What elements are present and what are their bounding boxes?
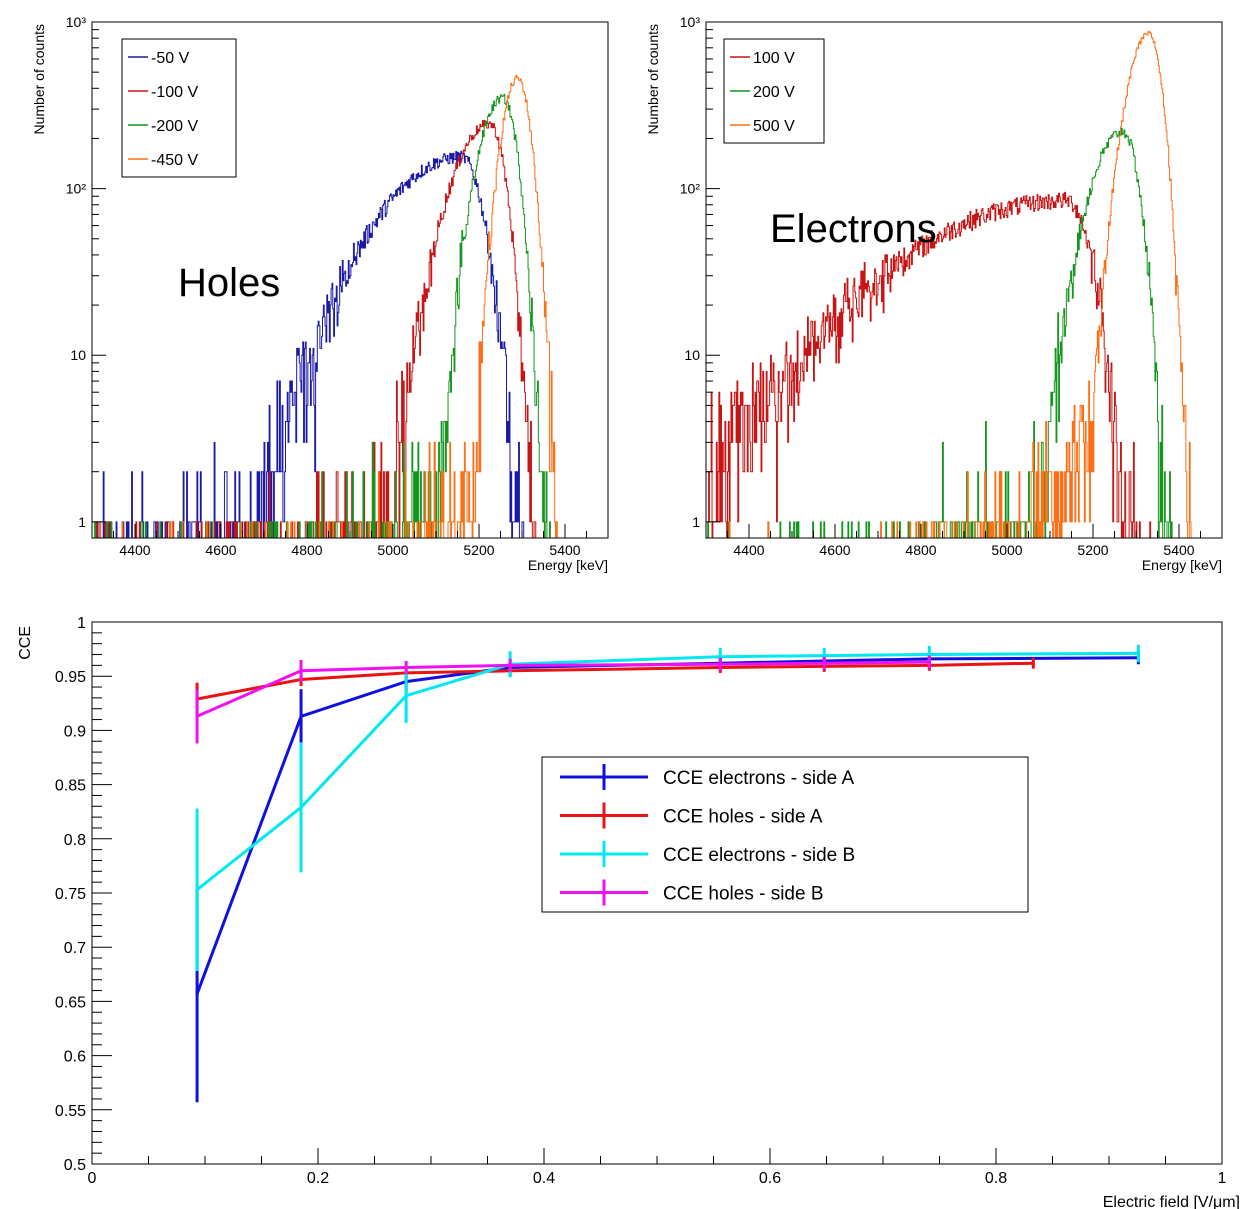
x-axis-label: Electric field [V/μm] xyxy=(1103,1194,1240,1209)
x-tick-label: 0.4 xyxy=(533,1170,555,1187)
legend-label: CCE holes - side A xyxy=(663,807,823,828)
data-point xyxy=(404,666,408,670)
legend-box xyxy=(541,756,1029,913)
x-tick-label: 4400 xyxy=(119,542,150,558)
y-axis-label: CCE xyxy=(17,626,34,660)
y-tick-label: 0.85 xyxy=(55,778,86,795)
histogram-panel-top-right: 4400 4600 4800 5000 5200 5400 1 10 10² 10³ Energy … xyxy=(645,14,1223,573)
histogram-panel-top-left: 4400 4600 4800 5000 5200 5400 1 10 10² 10³ Energy … xyxy=(31,14,609,573)
legend-label: 100 V xyxy=(753,50,795,67)
x-tick-label: 4800 xyxy=(291,542,322,558)
data-point xyxy=(718,662,722,666)
x-tick-label: 5400 xyxy=(549,542,580,558)
x-tick-label: 0 xyxy=(88,1170,97,1187)
x-tick-label: 0.2 xyxy=(307,1170,329,1187)
legend-label: -200 V xyxy=(151,118,198,135)
series-2 xyxy=(195,644,1140,972)
y-tick-label: 0.55 xyxy=(55,1103,86,1120)
legend-label: -450 V xyxy=(151,152,198,169)
y-tick-label: 10² xyxy=(680,181,701,197)
legend-label: 200 V xyxy=(753,84,795,101)
x-axis-label: Energy [keV] xyxy=(1142,557,1222,573)
x-tick-label: 4600 xyxy=(819,542,850,558)
data-point xyxy=(404,694,408,698)
histogram-series-group xyxy=(706,31,1192,538)
x-tick-label: 5000 xyxy=(991,542,1022,558)
y-tick-label: 0.65 xyxy=(55,994,86,1011)
x-tick-label: 5200 xyxy=(463,542,494,558)
y-tick-label: 10 xyxy=(70,347,86,363)
x-tick-label: 5400 xyxy=(1163,542,1194,558)
legend: 100 V 200 V 500 V xyxy=(723,38,825,144)
x-tick-label: 4800 xyxy=(905,542,936,558)
legend-box xyxy=(121,38,237,178)
x-tick-label: 0.6 xyxy=(759,1170,781,1187)
data-point xyxy=(927,653,931,657)
y-tick-label: 10³ xyxy=(66,14,87,30)
data-point xyxy=(195,888,199,892)
legend-label: -50 V xyxy=(151,50,190,67)
x-tick-label: 4600 xyxy=(205,542,236,558)
data-point xyxy=(1136,651,1140,655)
x-tick-label: 1 xyxy=(1218,1170,1227,1187)
data-point xyxy=(822,654,826,658)
data-point xyxy=(299,669,303,673)
panel-annotation: Electrons xyxy=(770,207,937,251)
histogram-line-500v xyxy=(728,31,1192,538)
histogram-line-100v xyxy=(706,191,1152,538)
y-tick-label: 0.9 xyxy=(64,723,86,740)
y-tick-label: 0.8 xyxy=(64,832,86,849)
y-tick-label: 10² xyxy=(66,181,87,197)
y-tick-label: 1 xyxy=(78,514,86,530)
data-point xyxy=(195,992,199,996)
series-3 xyxy=(195,655,931,744)
series-line xyxy=(196,661,1034,701)
y-tick-label: 0.95 xyxy=(55,669,86,686)
histogram-line-200v xyxy=(707,127,1173,538)
data-point xyxy=(299,805,303,809)
y-tick-label: 0.6 xyxy=(64,1049,86,1066)
data-point xyxy=(927,660,931,664)
y-tick-label: 1 xyxy=(692,514,700,530)
legend-label: CCE electrons - side A xyxy=(663,768,854,789)
legend: CCE electrons - side A CCE holes - side A… xyxy=(541,756,1029,913)
y-axis-label: Number of counts xyxy=(645,24,661,135)
data-point xyxy=(299,714,303,718)
x-tick-label: 5000 xyxy=(377,542,408,558)
legend-label: CCE holes - side B xyxy=(663,884,824,905)
y-axis-label: Number of counts xyxy=(31,24,47,135)
x-tick-label: 0.8 xyxy=(985,1170,1007,1187)
legend-label: 500 V xyxy=(753,118,795,135)
x-axis-label: Energy [keV] xyxy=(528,557,608,573)
y-tick-label: 0.5 xyxy=(64,1157,86,1174)
cce-panel: 0 0.2 0.4 0.6 0.8 1 0.5 0.55 0.6 0.65 0.7 0.75 0.8 0.… xyxy=(17,615,1240,1209)
series-line xyxy=(196,651,1139,891)
data-point xyxy=(195,714,199,718)
data-point xyxy=(822,661,826,665)
data-point xyxy=(508,663,512,667)
legend: -50 V -100 V -200 V -450 V xyxy=(121,38,237,178)
histogram-series-group xyxy=(94,74,558,538)
y-tick-label: 10³ xyxy=(680,14,701,30)
x-tick-label: 4400 xyxy=(733,542,764,558)
legend-label: CCE electrons - side B xyxy=(663,845,855,866)
y-tick-label: 0.75 xyxy=(55,886,86,903)
y-tick-label: 0.7 xyxy=(64,940,86,957)
histogram-line--50v xyxy=(96,150,525,538)
histogram-line--100v xyxy=(95,119,537,538)
data-point xyxy=(1031,661,1035,665)
x-tick-label: 5200 xyxy=(1077,542,1108,558)
panel-annotation: Holes xyxy=(178,261,280,305)
y-tick-label: 1 xyxy=(77,615,86,632)
legend-label: -100 V xyxy=(151,84,198,101)
histogram-line--450v xyxy=(99,74,558,538)
y-tick-label: 10 xyxy=(684,347,700,363)
data-point xyxy=(718,655,722,659)
